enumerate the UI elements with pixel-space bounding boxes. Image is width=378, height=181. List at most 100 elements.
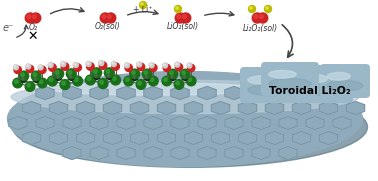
Circle shape: [149, 63, 154, 68]
Circle shape: [112, 63, 119, 70]
Ellipse shape: [48, 83, 262, 95]
Circle shape: [265, 5, 271, 12]
Circle shape: [133, 76, 135, 78]
Circle shape: [38, 65, 43, 70]
Circle shape: [68, 75, 74, 80]
Circle shape: [259, 15, 263, 18]
Circle shape: [100, 80, 104, 84]
Ellipse shape: [269, 70, 296, 78]
Circle shape: [25, 82, 35, 91]
Circle shape: [126, 65, 129, 68]
Circle shape: [85, 75, 95, 85]
Ellipse shape: [327, 81, 363, 91]
Circle shape: [62, 64, 65, 67]
Polygon shape: [63, 87, 81, 100]
Circle shape: [33, 77, 39, 82]
Circle shape: [174, 80, 184, 89]
Circle shape: [150, 78, 154, 81]
FancyBboxPatch shape: [287, 65, 353, 103]
Ellipse shape: [248, 85, 292, 96]
Polygon shape: [252, 117, 270, 129]
Circle shape: [14, 66, 16, 68]
Circle shape: [143, 69, 152, 79]
Circle shape: [132, 75, 138, 80]
Circle shape: [137, 63, 145, 71]
Circle shape: [101, 63, 103, 66]
Circle shape: [125, 64, 127, 66]
Circle shape: [37, 78, 47, 88]
Circle shape: [170, 71, 174, 75]
Circle shape: [26, 64, 31, 69]
Circle shape: [189, 66, 192, 68]
Circle shape: [175, 5, 181, 12]
Polygon shape: [279, 87, 297, 100]
Circle shape: [102, 15, 106, 18]
Ellipse shape: [327, 72, 350, 80]
Polygon shape: [90, 117, 108, 129]
Text: ✕: ✕: [28, 30, 38, 43]
Circle shape: [111, 75, 121, 85]
Circle shape: [50, 65, 53, 68]
Circle shape: [180, 69, 190, 79]
Circle shape: [21, 77, 27, 82]
Circle shape: [88, 64, 91, 67]
Polygon shape: [144, 117, 162, 129]
Circle shape: [176, 7, 178, 9]
Circle shape: [13, 78, 23, 88]
Polygon shape: [144, 146, 162, 159]
Circle shape: [106, 13, 116, 23]
Polygon shape: [252, 146, 270, 159]
Polygon shape: [211, 102, 229, 115]
Polygon shape: [306, 87, 324, 100]
Circle shape: [15, 67, 18, 70]
FancyArrowPatch shape: [17, 25, 28, 37]
Polygon shape: [90, 146, 108, 159]
Circle shape: [100, 13, 110, 23]
Circle shape: [151, 65, 154, 68]
Polygon shape: [104, 102, 122, 115]
Circle shape: [28, 66, 30, 69]
Circle shape: [14, 80, 18, 83]
Polygon shape: [239, 132, 257, 144]
Circle shape: [48, 62, 53, 68]
Circle shape: [250, 7, 253, 9]
Circle shape: [49, 78, 53, 81]
Circle shape: [67, 69, 76, 79]
Circle shape: [113, 64, 116, 67]
Circle shape: [183, 15, 186, 18]
Circle shape: [164, 78, 167, 81]
Polygon shape: [293, 102, 311, 115]
Circle shape: [132, 71, 135, 74]
Circle shape: [258, 13, 268, 23]
Circle shape: [145, 76, 147, 78]
Circle shape: [62, 81, 65, 85]
Polygon shape: [90, 87, 108, 100]
Circle shape: [163, 63, 167, 68]
Circle shape: [49, 63, 51, 65]
FancyArrowPatch shape: [282, 25, 293, 57]
Circle shape: [60, 80, 70, 90]
Polygon shape: [333, 117, 351, 129]
Circle shape: [112, 62, 114, 64]
Circle shape: [107, 15, 111, 18]
Circle shape: [188, 78, 192, 81]
Circle shape: [186, 76, 196, 86]
Circle shape: [266, 7, 268, 9]
Circle shape: [75, 65, 78, 68]
Circle shape: [125, 64, 132, 71]
Circle shape: [107, 75, 110, 77]
Circle shape: [182, 75, 188, 80]
FancyBboxPatch shape: [240, 67, 300, 103]
Polygon shape: [36, 117, 54, 129]
Text: O₂: O₂: [28, 22, 37, 31]
Polygon shape: [319, 132, 338, 144]
Polygon shape: [171, 87, 189, 100]
Circle shape: [168, 69, 178, 79]
Circle shape: [99, 60, 104, 66]
Polygon shape: [76, 102, 94, 115]
FancyBboxPatch shape: [320, 64, 370, 98]
Polygon shape: [157, 132, 176, 144]
Polygon shape: [252, 87, 270, 100]
Polygon shape: [130, 102, 149, 115]
Circle shape: [175, 63, 183, 71]
